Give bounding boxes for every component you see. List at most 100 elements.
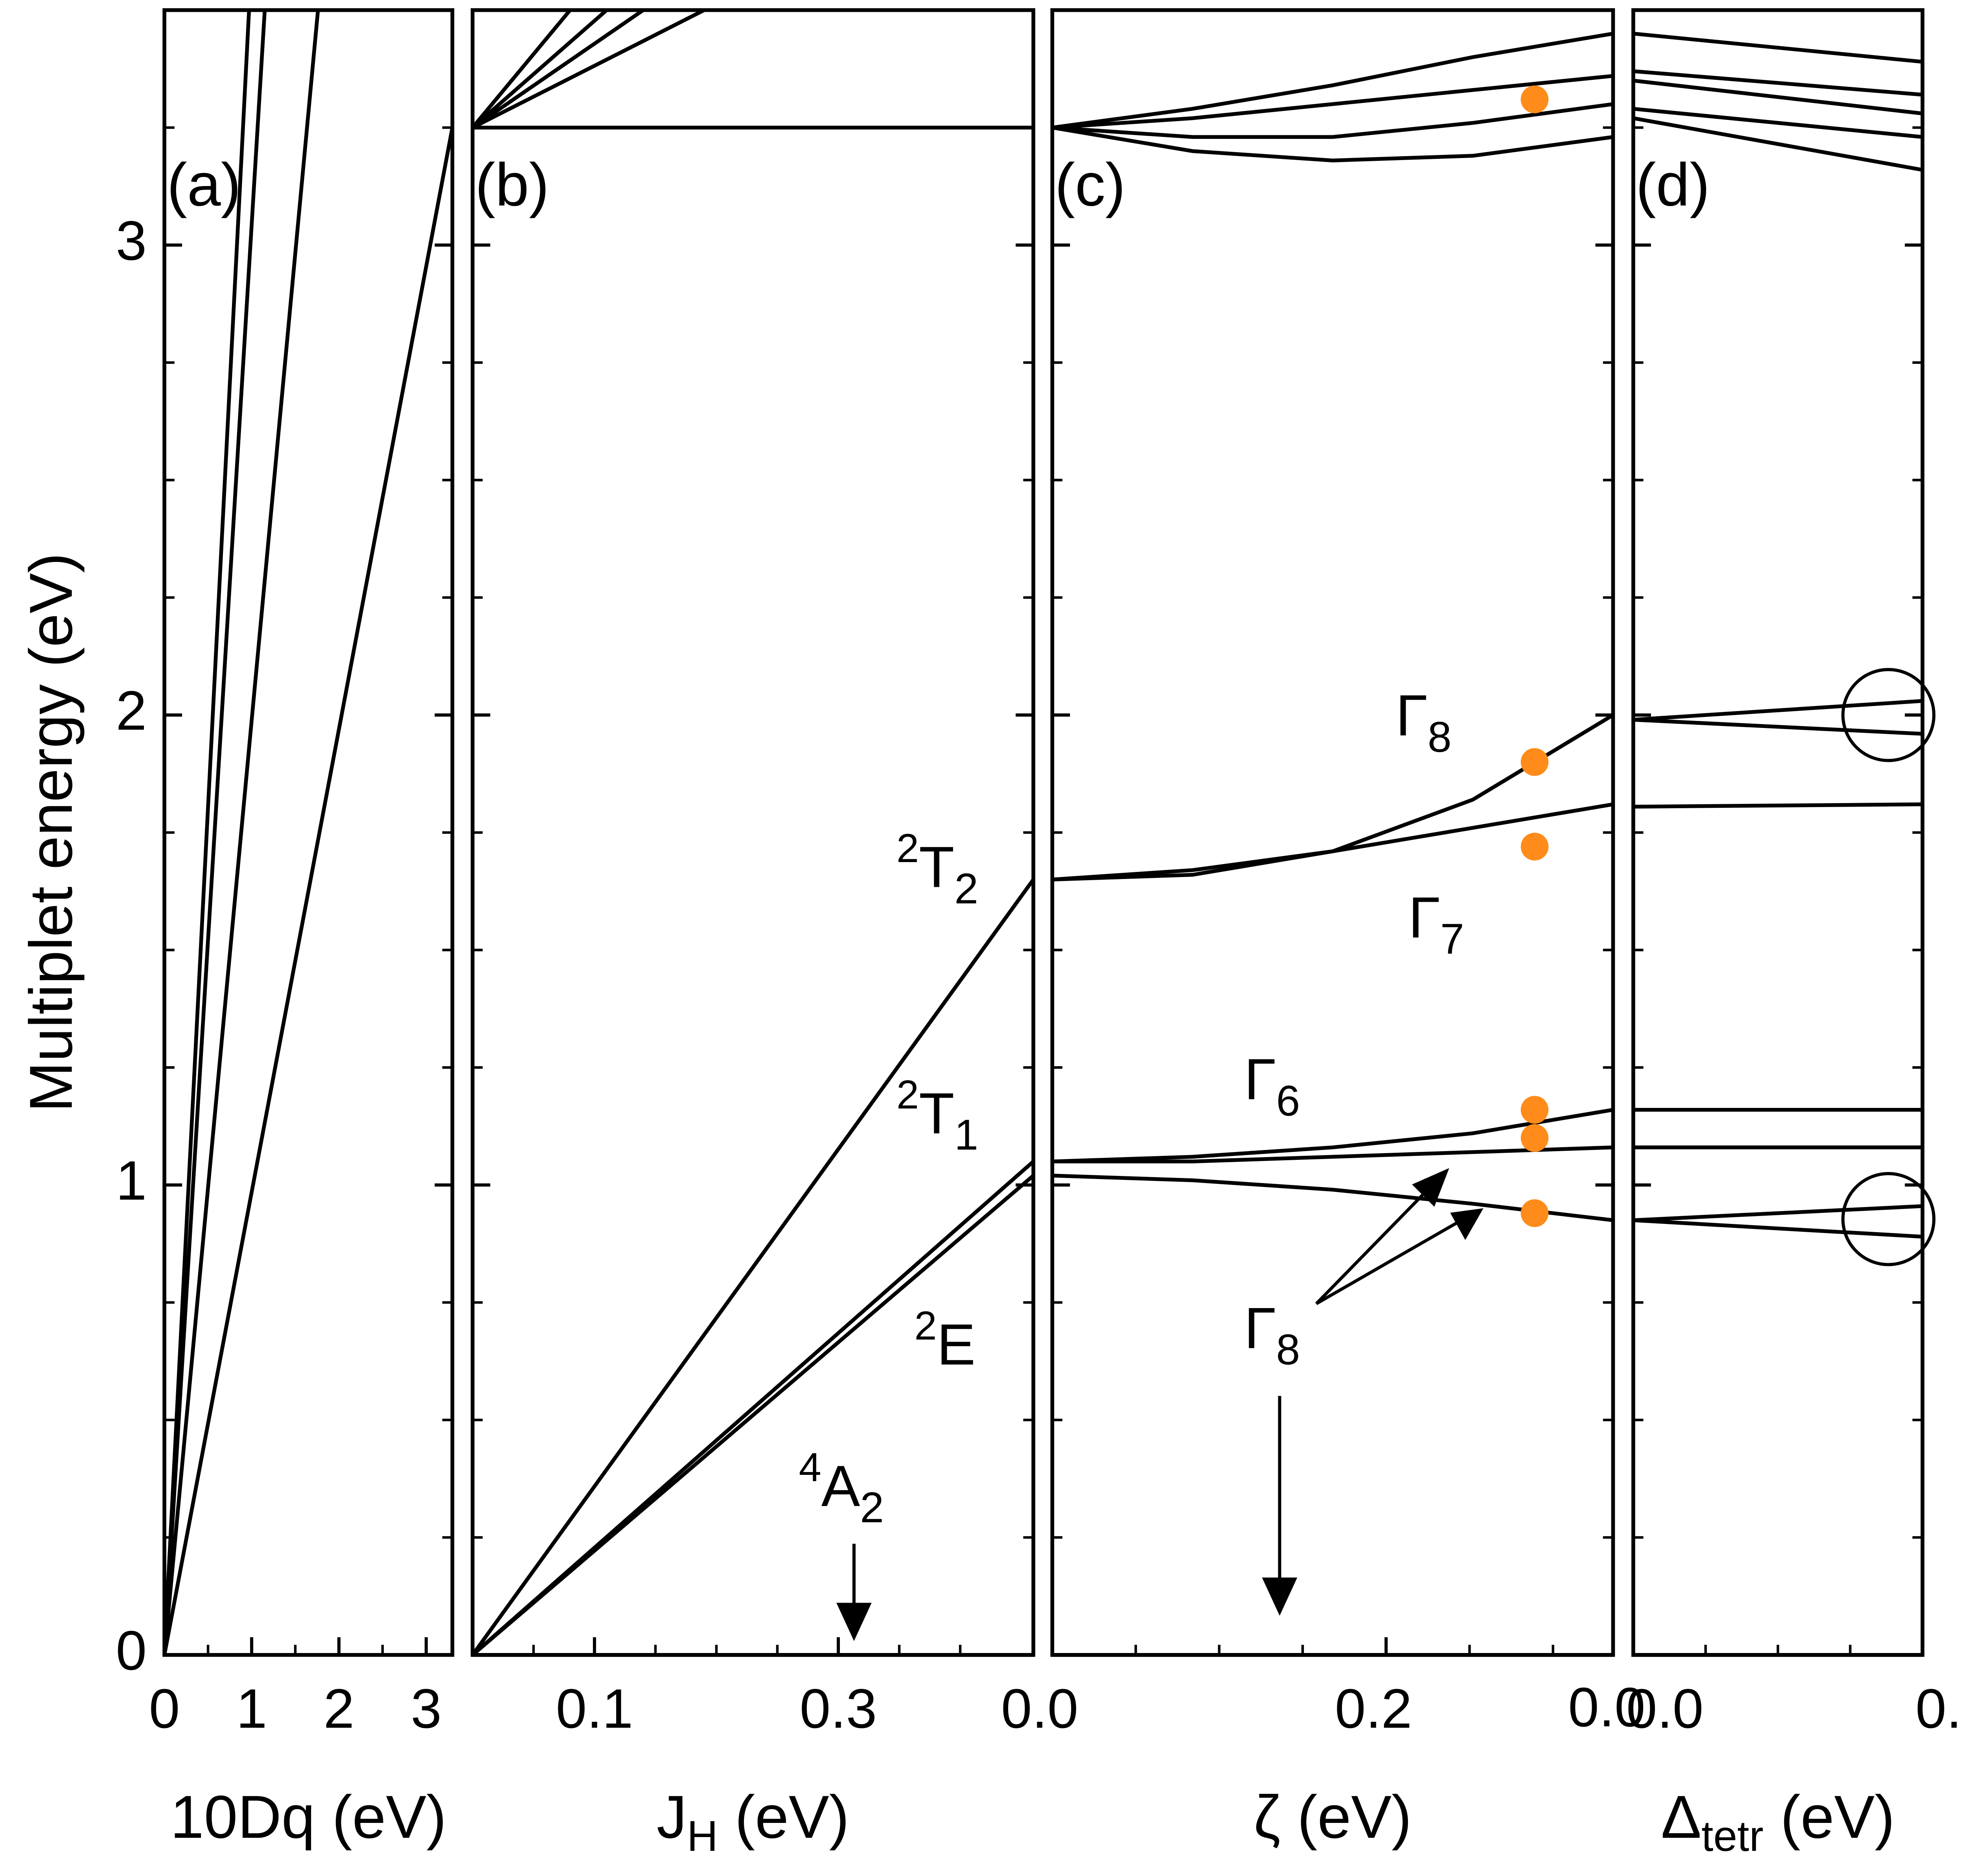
multiplet-line (1052, 31, 1614, 130)
experimental-point (1521, 1199, 1549, 1227)
arrow-head (1262, 1577, 1298, 1616)
multiplet-line (471, 878, 1035, 1656)
multiplet-line (1633, 718, 1923, 736)
multiplet-line (1052, 125, 1614, 162)
x-tick-label: 0.1 (556, 1677, 633, 1740)
arrow-head (1450, 1208, 1484, 1240)
multiplet-line (162, 10, 320, 1655)
multiplet-line (1633, 79, 1923, 116)
multiplet-line (1633, 802, 1923, 809)
state-label: Γ7 (1408, 885, 1464, 963)
state-label: Γ8 (1244, 1296, 1300, 1374)
multiplet-line (471, 9, 572, 129)
panel-label: (c) (1055, 151, 1126, 219)
panel: 0.0 0.1 (d) Δtetr (eV) (1626, 8, 1966, 1860)
multiplet-line (162, 127, 455, 1655)
multiplet-line (1052, 1145, 1613, 1164)
multiplet-line (1633, 116, 1923, 172)
state-label: 2T1 (896, 1072, 978, 1159)
arrows (836, 1168, 1484, 1641)
x-axis-label-sub: H (687, 1812, 718, 1860)
multiplet-line (1052, 102, 1614, 139)
state-label: 0.0 (1568, 1676, 1645, 1738)
x-tick-label: 1 (236, 1677, 267, 1740)
experimental-point (1521, 85, 1549, 114)
x-axis-label-sub: tetr (1701, 1812, 1764, 1860)
state-label-sub: 2 (860, 1484, 884, 1532)
panel-label: (b) (475, 151, 549, 219)
x-axis-label-main: Δ (1661, 1783, 1701, 1851)
highlight-circle (1841, 668, 1936, 762)
state-label-main: Γ (1396, 683, 1428, 748)
multiplet-line (162, 10, 267, 1655)
panel-label: (a) (167, 151, 241, 219)
x-tick-label: 0 (149, 1677, 180, 1740)
multiplet-line (1052, 74, 1613, 130)
experimental-point (1521, 1124, 1549, 1152)
state-label: Γ6 (1244, 1047, 1300, 1125)
x-axis-label-unit: (eV) (718, 1783, 849, 1851)
state-label-main: Γ (1408, 885, 1440, 950)
experimental-point (1521, 748, 1549, 776)
highlight-circle (1841, 1172, 1936, 1266)
multiplet-line (471, 1174, 1035, 1657)
multiplet-line (471, 8, 705, 129)
state-label-sup: 2 (896, 1072, 919, 1117)
x-tick-label: 0.1 (1915, 1677, 1966, 1740)
multiplet-line (1633, 107, 1923, 139)
multiplet-line (1633, 69, 1923, 97)
state-label-sub: 1 (954, 1111, 978, 1159)
state-label-sup: 4 (799, 1445, 821, 1490)
state-label-sub: 8 (1276, 1326, 1300, 1374)
x-tick-label: 0.2 (1335, 1677, 1412, 1740)
y-axis-label: Multiplet energy (eV) (17, 553, 85, 1112)
x-axis-label: ζ (eV) (1254, 1783, 1412, 1851)
state-label-main: Γ (1244, 1047, 1276, 1112)
panel-frame (1631, 8, 1925, 1657)
multiplet-line (1052, 802, 1614, 882)
x-tick-label: 0.3 (800, 1677, 877, 1740)
state-label-sub: 8 (1428, 713, 1452, 761)
state-label-sup: 2 (896, 826, 919, 871)
panel-label: (d) (1636, 151, 1710, 219)
x-axis-label: 10Dq (eV) (170, 1783, 447, 1851)
state-label: Γ8 (1396, 683, 1452, 761)
arrow (1315, 1220, 1460, 1305)
x-axis-label: Δtetr (eV) (1661, 1783, 1895, 1860)
state-label-sub: 2 (954, 865, 978, 913)
state-label-main: E (937, 1312, 976, 1377)
multiplet-line (1633, 31, 1923, 64)
arrow-head (836, 1603, 872, 1641)
experimental-point (1521, 833, 1549, 861)
multiplet-line (162, 10, 251, 1655)
state-label-sup: 2 (914, 1303, 937, 1348)
panel-frame (1050, 8, 1615, 1657)
x-tick-label: 0.0 (1001, 1677, 1078, 1740)
y-tick-label: 2 (116, 679, 147, 741)
multiplet-line (1052, 1108, 1614, 1164)
state-label-main: T (919, 835, 954, 899)
x-tick-label: 3 (411, 1677, 442, 1740)
x-tick-label: 0.0 (1626, 1677, 1703, 1740)
state-label-main: A (821, 1454, 860, 1518)
state-label: 4A2 (799, 1445, 884, 1531)
state-label-sub: 6 (1276, 1077, 1300, 1125)
experimental-point (1521, 1096, 1549, 1124)
multiplet-line (471, 9, 608, 129)
state-label-sub: 7 (1440, 915, 1464, 963)
multiplet-line (1633, 1218, 1923, 1239)
x-axis-label-main: 10Dq (eV) (170, 1783, 447, 1851)
multiplet-line (471, 8, 644, 129)
multiplet-line (1052, 1174, 1613, 1222)
x-axis-label: JH (eV) (657, 1783, 849, 1860)
multiplet-line (1633, 699, 1923, 722)
y-tick-label: 3 (116, 209, 147, 271)
state-label-main: 0.0 (1568, 1676, 1645, 1738)
y-tick-label: 0 (116, 1619, 147, 1681)
x-tick-label: 2 (324, 1677, 355, 1740)
x-axis-label-main: J (657, 1783, 687, 1851)
x-axis-label-unit: (eV) (1764, 1783, 1895, 1851)
